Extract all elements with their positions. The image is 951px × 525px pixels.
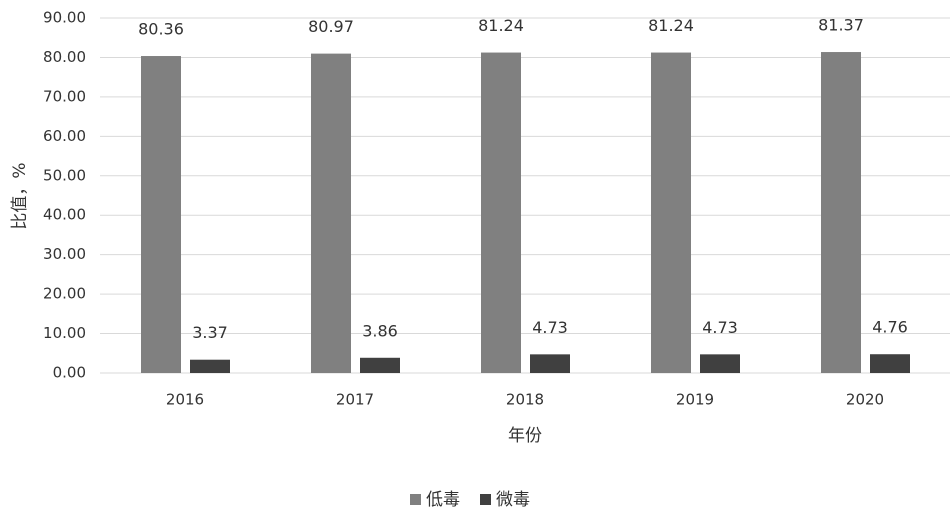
data-label: 3.37	[192, 323, 228, 342]
bar	[700, 354, 740, 373]
y-tick-label: 80.00	[43, 48, 86, 66]
bar	[870, 354, 910, 373]
y-tick-label: 20.00	[43, 285, 86, 303]
x-tick-label: 2020	[846, 391, 884, 409]
data-label: 81.24	[648, 16, 694, 35]
data-label: 80.36	[138, 20, 184, 39]
data-label: 3.86	[362, 321, 398, 340]
y-tick-label: 50.00	[43, 166, 86, 184]
x-tick-label: 2018	[506, 391, 544, 409]
data-label: 81.24	[478, 16, 524, 35]
data-label: 81.37	[818, 16, 864, 35]
bar	[311, 53, 351, 373]
y-tick-label: 0.00	[53, 364, 86, 382]
bar	[141, 56, 181, 373]
data-label: 4.73	[532, 318, 568, 337]
bar	[360, 357, 400, 373]
bar	[651, 52, 691, 373]
data-label: 4.73	[702, 318, 738, 337]
x-tick-label: 2016	[166, 391, 204, 409]
y-tick-label: 90.00	[43, 9, 86, 27]
y-tick-label: 70.00	[43, 87, 86, 105]
y-axis-title: 比值，%	[10, 162, 30, 229]
bar	[190, 359, 230, 373]
bar	[530, 354, 570, 373]
legend-label: 低毒	[426, 490, 460, 510]
data-label: 80.97	[308, 17, 354, 36]
y-tick-label: 40.00	[43, 206, 86, 224]
x-axis-title: 年份	[508, 426, 542, 446]
y-tick-label: 10.00	[43, 324, 86, 342]
bar	[821, 52, 861, 373]
legend-label: 微毒	[496, 490, 530, 510]
legend-swatch	[480, 494, 491, 505]
x-tick-label: 2017	[336, 391, 374, 409]
y-tick-label: 30.00	[43, 245, 86, 263]
bar	[481, 52, 521, 373]
y-tick-label: 60.00	[43, 127, 86, 145]
legend-swatch	[410, 494, 421, 505]
x-tick-label: 2019	[676, 391, 714, 409]
data-label: 4.76	[872, 318, 908, 337]
